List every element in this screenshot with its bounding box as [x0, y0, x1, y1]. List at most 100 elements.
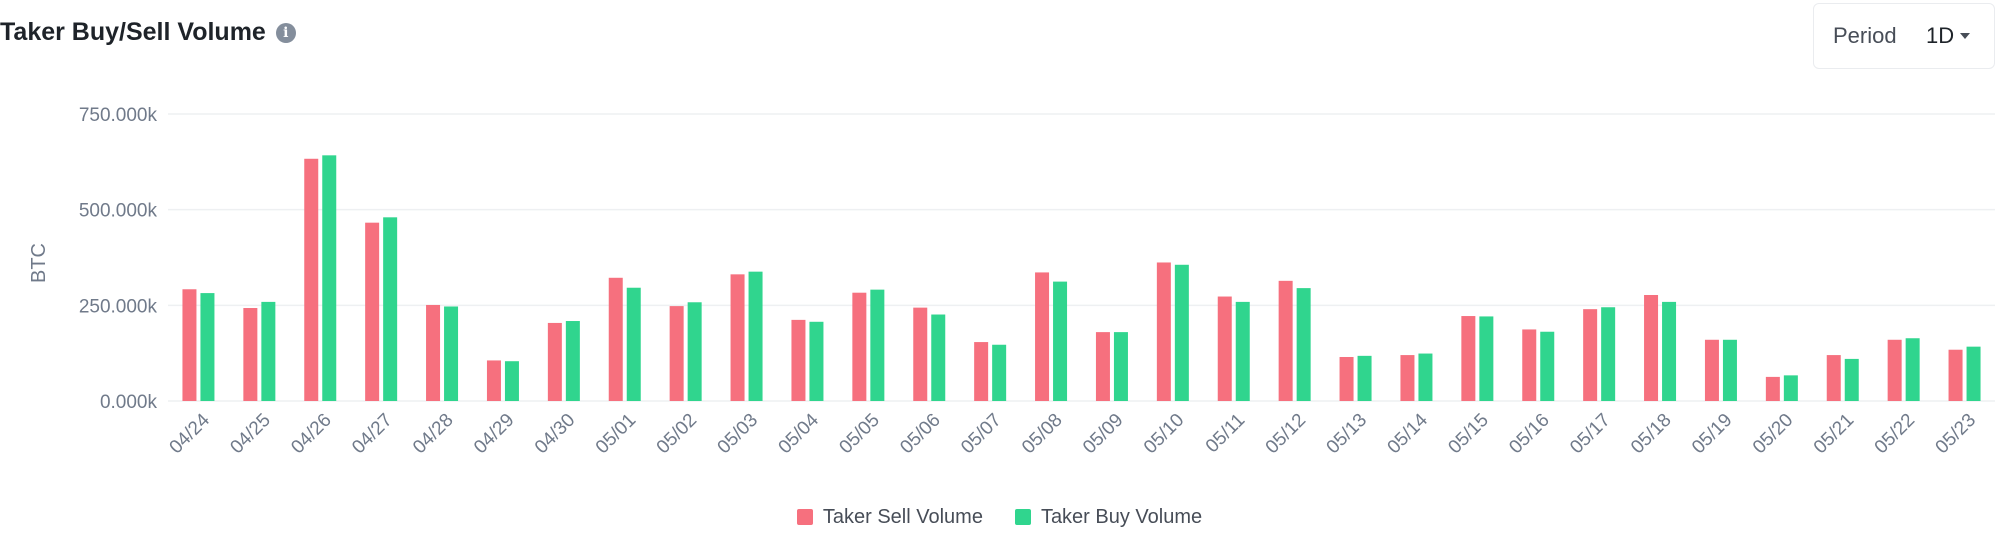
grid-lines — [168, 113, 1995, 402]
bar-sell[interactable] — [243, 308, 258, 401]
bar-sell[interactable] — [1095, 332, 1110, 401]
y-tick-label: 500.000k — [79, 201, 158, 222]
bar-sell[interactable] — [1765, 376, 1780, 401]
bar-sell[interactable] — [426, 304, 441, 401]
bar-sell[interactable] — [547, 322, 562, 401]
x-tick-label: 05/07 — [957, 410, 1005, 458]
y-tick-label: 750.000k — [79, 105, 158, 126]
x-tick-label: 05/12 — [1262, 410, 1310, 458]
bar-buy[interactable] — [565, 321, 580, 401]
bar-buy[interactable] — [1357, 355, 1372, 401]
bar-sell[interactable] — [1035, 272, 1050, 401]
bar-buy[interactable] — [200, 293, 215, 401]
bar-buy[interactable] — [1235, 301, 1250, 401]
bar-sell[interactable] — [1704, 339, 1719, 401]
x-tick-label: 04/29 — [470, 410, 518, 458]
x-tick-label: 05/13 — [1323, 410, 1371, 458]
x-tick-label: 04/25 — [226, 410, 274, 458]
x-tick-label: 04/30 — [531, 410, 579, 458]
x-tick-label: 05/20 — [1749, 410, 1797, 458]
bar-sell[interactable] — [1217, 296, 1232, 401]
period-value: 1D — [1926, 23, 1955, 48]
bar-buy[interactable] — [870, 289, 885, 401]
bar-buy[interactable] — [1540, 331, 1555, 401]
x-tick-label: 05/22 — [1871, 410, 1919, 458]
legend-swatch-sell — [796, 509, 813, 525]
bar-sell[interactable] — [1461, 316, 1476, 401]
chart-legend: Taker Sell Volume Taker Buy Volume — [0, 500, 1999, 534]
x-tick-label: 05/04 — [775, 409, 824, 458]
x-tick-label: 05/08 — [1018, 410, 1066, 458]
bar-buy[interactable] — [1296, 288, 1311, 401]
bar-sell[interactable] — [669, 306, 684, 401]
legend-label-buy: Taker Buy Volume — [1040, 505, 1203, 528]
bar-buy[interactable] — [1053, 281, 1068, 401]
bar-buy[interactable] — [1601, 307, 1616, 401]
bar-buy[interactable] — [383, 217, 398, 401]
bar-sell[interactable] — [1156, 262, 1171, 401]
bar-buy[interactable] — [1113, 332, 1128, 401]
bar-sell[interactable] — [486, 360, 501, 401]
bar-sell[interactable] — [1400, 355, 1415, 401]
x-tick-label: 05/11 — [1202, 410, 1249, 457]
bar-sell[interactable] — [791, 319, 806, 401]
x-tick-label: 05/16 — [1505, 410, 1553, 458]
bar-sell[interactable] — [730, 274, 745, 401]
x-tick-label: 04/28 — [409, 410, 457, 458]
bar-sell[interactable] — [182, 289, 197, 401]
bar-buy[interactable] — [261, 301, 276, 401]
x-tick-label: 05/03 — [714, 410, 762, 458]
bar-buy[interactable] — [1844, 358, 1859, 401]
chart-header: Taker Buy/Sell Volume i Period 1D — [0, 0, 1999, 80]
bar-sell[interactable] — [1583, 309, 1598, 401]
bar-sell[interactable] — [365, 222, 380, 401]
bar-sell[interactable] — [1948, 349, 1963, 401]
chevron-down-icon — [1960, 33, 1971, 39]
y-axis-label: BTC — [28, 243, 50, 283]
bar-buy[interactable] — [504, 361, 519, 401]
bar-sell[interactable] — [1339, 356, 1354, 401]
bar-sell[interactable] — [304, 158, 319, 401]
bar-buy[interactable] — [1905, 338, 1920, 401]
bar-buy[interactable] — [1783, 375, 1798, 401]
bar-sell[interactable] — [1644, 295, 1659, 401]
legend-item-buy[interactable]: Taker Buy Volume — [1014, 505, 1203, 529]
bar-sell[interactable] — [852, 292, 867, 401]
bar-buy[interactable] — [444, 306, 459, 401]
x-tick-label: 05/17 — [1566, 410, 1614, 458]
bar-sell[interactable] — [1522, 329, 1537, 401]
bar-sell[interactable] — [913, 307, 928, 401]
x-tick-label: 04/26 — [287, 410, 335, 458]
period-label: Period — [1833, 23, 1897, 48]
bar-sell[interactable] — [1826, 355, 1841, 401]
bar-buy[interactable] — [322, 155, 337, 401]
bar-buy[interactable] — [1662, 301, 1677, 401]
info-icon[interactable]: i — [275, 22, 296, 43]
legend-item-sell[interactable]: Taker Sell Volume — [796, 506, 983, 529]
period-dropdown[interactable]: 1D — [1926, 23, 1971, 49]
x-tick-label: 05/01 — [592, 410, 640, 458]
bar-buy[interactable] — [1722, 339, 1737, 401]
period-selector[interactable]: Period 1D — [1813, 3, 1995, 69]
bar-sell[interactable] — [1887, 339, 1902, 401]
bar-buy[interactable] — [1966, 346, 1981, 401]
bar-sell[interactable] — [974, 342, 989, 401]
bar-buy[interactable] — [992, 344, 1007, 401]
bar-buy[interactable] — [1418, 353, 1433, 401]
x-tick-label: 05/10 — [1140, 410, 1188, 458]
chart-title-group: Taker Buy/Sell Volume i — [0, 18, 296, 47]
x-tick-label: 05/19 — [1688, 410, 1736, 458]
x-tick-label: 05/18 — [1627, 410, 1675, 458]
x-tick-label: 04/27 — [348, 410, 396, 458]
bar-buy[interactable] — [687, 302, 702, 401]
bar-buy[interactable] — [1479, 316, 1494, 401]
bar-buy[interactable] — [931, 314, 946, 401]
bar-buy[interactable] — [809, 321, 824, 401]
bar-sell[interactable] — [608, 277, 623, 401]
bar-buy[interactable] — [1174, 264, 1189, 401]
bar-sell[interactable] — [1278, 280, 1293, 401]
legend-swatch-buy — [1014, 509, 1031, 525]
bar-buy[interactable] — [748, 271, 763, 401]
bar-buy[interactable] — [626, 287, 641, 401]
